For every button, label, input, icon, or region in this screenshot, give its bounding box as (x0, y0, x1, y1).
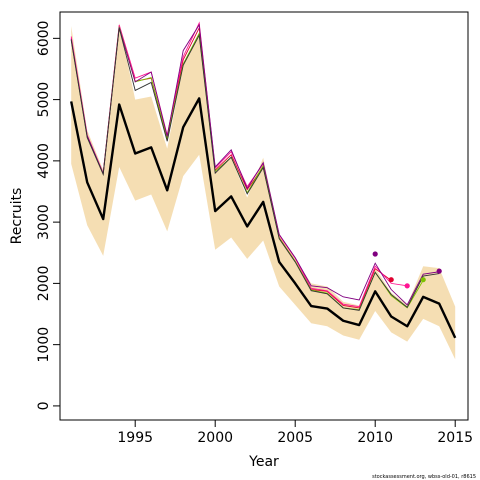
endpoint-marker-2013 (420, 277, 426, 283)
series-line-5 (70, 27, 440, 311)
endpoint-marker-2012 (404, 283, 410, 289)
endpoint-markers-layer (372, 251, 442, 289)
estimate-line (70, 97, 457, 339)
endpoint-marker-2010 (372, 251, 378, 257)
series-lines-layer (70, 21, 440, 311)
x-tick-label-1995: 1995 (117, 430, 153, 446)
x-tick-label-2010: 2010 (357, 430, 393, 446)
x-tick-label-2005: 2005 (277, 430, 313, 446)
y-tick-label-6000: 6000 (36, 21, 52, 57)
series-line-4 (70, 23, 440, 306)
x-axis-title: Year (248, 454, 279, 470)
plot-frame (59, 11, 469, 421)
y-tick-label-0: 0 (36, 401, 52, 410)
y-axis-title: Recruits (9, 188, 25, 245)
x-tick-label-2015: 2015 (437, 430, 473, 446)
y-tick-label-5000: 5000 (36, 82, 52, 118)
x-tick-label-2000: 2000 (197, 430, 233, 446)
y-tick-label-2000: 2000 (36, 266, 52, 302)
confidence-band-layer (71, 23, 456, 360)
endpoint-marker-2014 (436, 268, 442, 274)
endpoint-marker-2011 (388, 277, 394, 283)
y-tick-label-4000: 4000 (36, 143, 52, 179)
confidence-band (71, 23, 456, 360)
y-tick-label-1000: 1000 (36, 327, 52, 363)
y-axis: 0 1000 2000 3000 4000 5000 6000 (36, 21, 60, 410)
credit-text: stockassessment.org, wbss-old-01, r8615 (372, 474, 476, 480)
estimate-line-layer (70, 97, 457, 339)
y-tick-label-3000: 3000 (36, 204, 52, 240)
x-axis: 1995 2000 2005 2010 2015 (117, 420, 473, 446)
